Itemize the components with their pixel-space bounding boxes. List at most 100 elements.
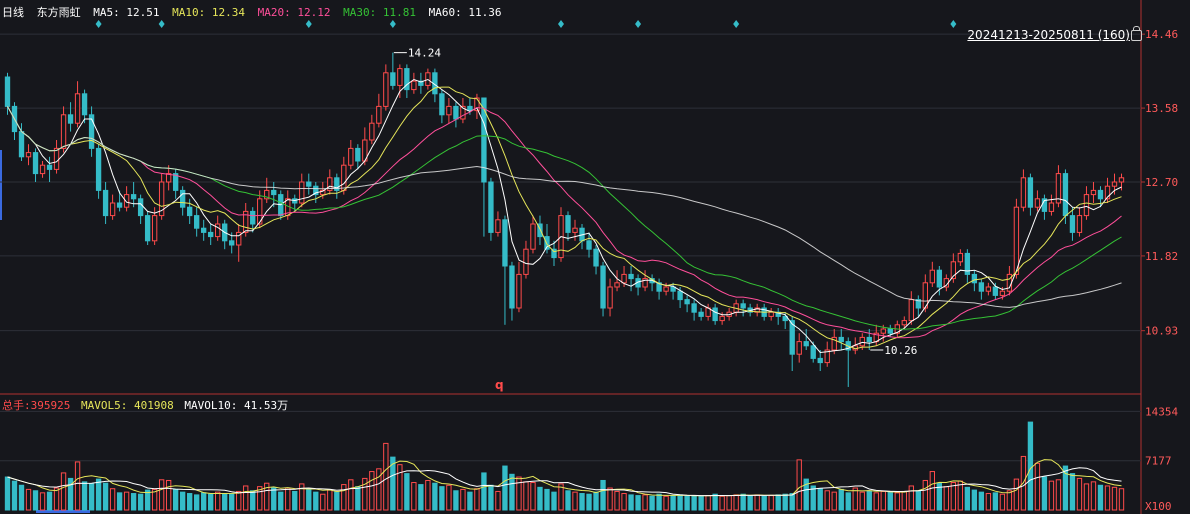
volume-bar — [264, 482, 270, 511]
candle — [123, 194, 130, 208]
volume-bar — [292, 490, 298, 511]
volume-bar — [859, 491, 865, 511]
candle — [740, 303, 746, 309]
candle — [551, 248, 557, 259]
candle — [768, 311, 774, 317]
candle — [348, 147, 354, 166]
total-volume-value: 395925 — [30, 399, 71, 412]
lock-icon[interactable] — [1131, 26, 1142, 41]
mavol10-value: 41.53万 — [243, 399, 289, 412]
candle — [971, 273, 978, 284]
mavol5-value: 401908 — [133, 399, 174, 412]
candle — [46, 164, 53, 170]
high-annotation-label: 14.24 — [408, 47, 441, 60]
scroll-indicator — [36, 510, 90, 513]
candle — [1020, 177, 1027, 208]
volume-ma-line-mavol10 — [7, 467, 1122, 497]
q-marker: q — [495, 378, 504, 392]
volume-bar — [586, 493, 592, 511]
left-edge-marker — [0, 150, 2, 220]
candle — [355, 147, 361, 162]
volume-bar — [158, 479, 165, 511]
volume-bar — [838, 488, 844, 511]
volume-bar — [992, 492, 999, 511]
candle — [789, 320, 795, 355]
volume-bar — [172, 488, 179, 511]
volume-bar — [1097, 484, 1104, 511]
event-marker-icon — [557, 20, 564, 28]
ma5-legend: MA5: 12.51 — [93, 6, 160, 19]
candle — [116, 202, 123, 208]
volume-bar — [635, 495, 641, 511]
volume-bar — [600, 479, 606, 511]
candle — [467, 105, 473, 112]
volume-bar — [334, 491, 340, 511]
volume-bar — [516, 476, 522, 511]
volume-bar — [425, 479, 431, 511]
candle — [229, 240, 235, 246]
candle — [600, 265, 606, 309]
candle — [978, 282, 985, 292]
candle — [1083, 194, 1090, 217]
volume-bar — [432, 482, 438, 511]
candle — [53, 147, 60, 170]
volume-bar — [74, 461, 81, 511]
volume-bar — [705, 495, 711, 511]
candle — [642, 278, 648, 288]
candle — [25, 152, 32, 158]
date-range-label[interactable]: 20241213-20250811 (160) — [967, 28, 1130, 42]
volume-bar — [236, 490, 242, 511]
volume-bar — [572, 491, 578, 511]
volume-bar — [523, 481, 529, 511]
candle — [1048, 202, 1055, 212]
candle — [950, 261, 957, 280]
volume-bar — [215, 491, 221, 511]
volume-bar — [789, 493, 795, 511]
volume-bar — [628, 494, 634, 511]
candle — [474, 97, 480, 112]
volume-bar — [341, 484, 347, 511]
candle — [509, 265, 515, 309]
volume-bar — [978, 491, 985, 511]
ma30-legend: MA30: 11.81 — [343, 6, 416, 19]
ma-line-ma10 — [7, 86, 1122, 350]
volume-bar — [530, 482, 536, 511]
period-label[interactable]: 日线 — [2, 6, 24, 19]
volume-bar — [250, 490, 256, 511]
event-marker-icon — [305, 20, 312, 28]
volume-bar — [18, 484, 25, 511]
volume-bar — [691, 495, 697, 511]
candle — [712, 307, 718, 322]
volume-bar — [306, 488, 312, 511]
event-marker-icon — [733, 20, 740, 28]
candle — [859, 336, 865, 347]
volume-bar — [1013, 478, 1020, 511]
volume-bar — [943, 486, 950, 511]
volume-bar — [355, 486, 361, 511]
volume-bar — [369, 471, 375, 511]
volume-bar — [1090, 481, 1097, 511]
volume-bar — [243, 485, 249, 511]
candle — [992, 286, 999, 296]
mavol5-label: MAVOL5: — [81, 399, 128, 412]
candle — [593, 248, 599, 267]
volume-bar — [614, 490, 620, 511]
volume-bar — [894, 492, 900, 511]
candle — [677, 290, 683, 301]
candle — [102, 189, 109, 217]
volume-bar — [747, 495, 753, 511]
candle — [453, 105, 459, 120]
volume-bar — [1041, 476, 1048, 511]
volume-bar — [1062, 465, 1069, 511]
candle — [271, 189, 277, 196]
candle — [572, 227, 578, 233]
mavol10-label: MAVOL10: — [184, 399, 238, 412]
volume-bar — [467, 491, 473, 511]
candle — [628, 273, 634, 280]
volume-tick-label: X100 — [1145, 500, 1172, 513]
volume-bar — [446, 484, 452, 511]
volume-bar — [488, 484, 494, 511]
event-marker-icon — [158, 20, 165, 28]
candle — [243, 210, 249, 233]
